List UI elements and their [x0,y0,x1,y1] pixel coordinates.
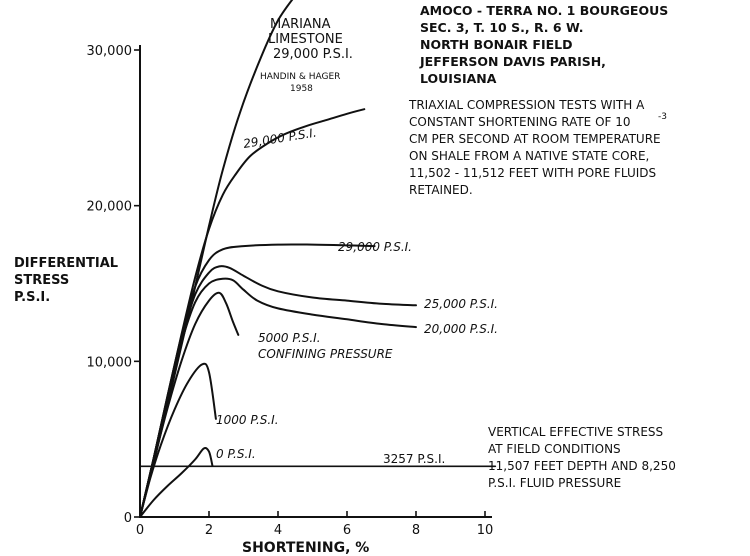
test-info-line-4: ON SHALE FROM A NATIVE STATE CORE, [409,149,649,163]
curve-p20000 [139,277,417,518]
curve-p5000 [139,291,240,518]
x-tick-label: 4 [274,523,282,538]
y-tick-label: 0 [124,511,132,526]
y-tick-label: 30,000 [87,44,133,59]
y-tick-label: 10,000 [87,355,133,370]
curve-p0 [139,447,214,518]
test-info-line-3: CM PER SECOND AT ROOM TEMPERATURE [409,132,661,146]
x-ticks: 0 2 4 6 8 10 [136,511,493,538]
test-info-line-2: CONSTANT SHORTENING RATE OF 10 [409,115,631,129]
p0-label: 0 P.S.I. [216,447,256,461]
field-info-line-4: P.S.I. FLUID PRESSURE [488,476,621,490]
x-tick-label: 6 [343,523,351,538]
x-tick-label: 8 [412,523,420,538]
test-info-exponent: -3 [658,112,667,122]
y-axis-title-line-1: DIFFERENTIAL [14,256,118,271]
field-info-line-2: AT FIELD CONDITIONS [488,442,621,456]
x-tick-label: 10 [477,523,494,538]
y-axis-title-line-3: P.S.I. [14,290,50,305]
y-ticks: 0 10,000 20,000 30,000 [87,44,140,526]
test-info-line-1: TRIAXIAL COMPRESSION TESTS WITH A [408,98,645,112]
handin-label-line-1: HANDIN & HAGER [260,72,340,82]
x-tick-label: 0 [136,523,144,538]
curve-p1000 [139,362,217,518]
stress-curves [139,0,417,518]
y-tick-label: 20,000 [87,200,133,215]
limestone-label-line-3: 29,000 P.S.I. [273,47,353,62]
test-info-line-5: 11,502 - 11,512 FEET WITH PORE FLUIDS [409,166,656,180]
reference-line-label: 3257 P.S.I. [383,452,445,466]
p20000-label: 20,000 P.S.I. [424,322,498,336]
limestone-label-line-2: LIMESTONE [268,32,343,47]
y-axis-title-line-2: STRESS [14,273,69,288]
limestone-label-line-1: MARIANA [270,17,331,32]
p29000-upper-label: 29,000 P.S.I. [242,126,317,151]
field-info-line-1: VERTICAL EFFECTIVE STRESS [488,425,663,439]
test-info-line-6: RETAINED. [409,183,473,197]
well-info-line-5: LOUISIANA [420,71,497,86]
well-info-line-1: AMOCO - TERRA NO. 1 BOURGEOUS [420,3,668,18]
well-info-line-2: SEC. 3, T. 10 S., R. 6 W. [420,20,583,35]
well-info-line-3: NORTH BONAIR FIELD [420,37,572,52]
p1000-label: 1000 P.S.I. [216,413,279,427]
p25000-label: 25,000 P.S.I. [424,297,498,311]
curve-p25000 [139,265,417,518]
handin-label-line-2: 1958 [290,84,313,94]
field-info-line-3: 11,507 FEET DEPTH AND 8,250 [488,459,676,473]
x-tick-label: 2 [205,523,213,538]
p29000-lower-label: 29,000 P.S.I. [338,240,412,254]
p5000-label-line-2: CONFINING PRESSURE [258,347,393,361]
well-info-line-4: JEFFERSON DAVIS PARISH, [419,54,606,69]
x-axis-title: SHORTENING, % [242,540,369,556]
p5000-label-line-1: 5000 P.S.I. [258,331,321,345]
